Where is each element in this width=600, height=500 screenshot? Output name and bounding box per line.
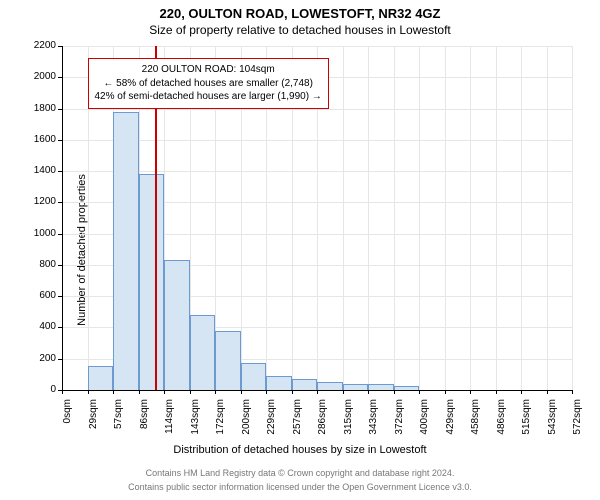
- histogram-bar: [266, 376, 292, 390]
- callout-line: ← 58% of detached houses are smaller (2,…: [95, 77, 322, 91]
- gridline-v: [445, 46, 446, 390]
- gridline-v: [470, 46, 471, 390]
- chart-container: 220, OULTON ROAD, LOWESTOFT, NR32 4GZ Si…: [0, 0, 600, 500]
- y-tick-label: 1800: [22, 103, 56, 114]
- x-tick-label: 172sqm: [215, 399, 226, 447]
- gridline-v: [368, 46, 369, 390]
- y-tick-label: 1600: [22, 134, 56, 145]
- y-axis-line: [62, 46, 63, 390]
- x-tick-label: 400sqm: [419, 399, 430, 447]
- histogram-bar: [88, 366, 114, 390]
- y-tick-label: 200: [22, 353, 56, 364]
- y-tick-label: 0: [22, 384, 56, 395]
- footer-copyright-2: Contains public sector information licen…: [0, 482, 600, 492]
- x-tick-label: 143sqm: [190, 399, 201, 447]
- y-tick-label: 600: [22, 290, 56, 301]
- x-tick-label: 315sqm: [343, 399, 354, 447]
- callout-box: 220 OULTON ROAD: 104sqm← 58% of detached…: [88, 58, 329, 109]
- x-tick-label: 343sqm: [368, 399, 379, 447]
- histogram-bar: [164, 260, 190, 390]
- x-tick-label: 572sqm: [572, 399, 583, 447]
- x-tick-label: 229sqm: [266, 399, 277, 447]
- x-tick-label: 200sqm: [241, 399, 252, 447]
- x-tick-label: 0sqm: [62, 399, 73, 447]
- gridline-v: [419, 46, 420, 390]
- gridline-v: [394, 46, 395, 390]
- histogram-bar: [139, 174, 165, 390]
- x-tick-label: 57sqm: [113, 399, 124, 447]
- x-tick-label: 114sqm: [164, 399, 175, 447]
- histogram-bar: [113, 112, 139, 390]
- x-tick-label: 372sqm: [394, 399, 405, 447]
- x-tick-label: 458sqm: [470, 399, 481, 447]
- gridline-v: [547, 46, 548, 390]
- y-tick-label: 2000: [22, 71, 56, 82]
- chart-subtitle: Size of property relative to detached ho…: [0, 21, 600, 37]
- y-tick-label: 800: [22, 259, 56, 270]
- histogram-bar: [215, 331, 241, 390]
- chart-title: 220, OULTON ROAD, LOWESTOFT, NR32 4GZ: [0, 0, 600, 21]
- gridline-v: [521, 46, 522, 390]
- x-tick-label: 429sqm: [445, 399, 456, 447]
- gridline-v: [572, 46, 573, 390]
- y-tick-label: 1400: [22, 165, 56, 176]
- histogram-bar: [317, 382, 343, 390]
- x-axis-line: [62, 390, 572, 391]
- gridline-v: [343, 46, 344, 390]
- x-tick-label: 286sqm: [317, 399, 328, 447]
- x-tick-label: 86sqm: [139, 399, 150, 447]
- callout-line: 42% of semi-detached houses are larger (…: [95, 90, 322, 104]
- x-tick-label: 486sqm: [496, 399, 507, 447]
- x-tick-label: 29sqm: [88, 399, 99, 447]
- y-tick-label: 2200: [22, 40, 56, 51]
- histogram-bar: [292, 379, 318, 390]
- gridline-v: [496, 46, 497, 390]
- histogram-bar: [190, 315, 216, 390]
- x-tick-label: 257sqm: [292, 399, 303, 447]
- histogram-bar: [241, 363, 267, 390]
- x-tick-label: 515sqm: [521, 399, 532, 447]
- y-tick-label: 1200: [22, 196, 56, 207]
- x-tick-mark: [572, 390, 573, 394]
- x-tick-label: 543sqm: [547, 399, 558, 447]
- plot-area: 220 OULTON ROAD: 104sqm← 58% of detached…: [62, 46, 572, 390]
- y-tick-label: 400: [22, 321, 56, 332]
- footer-copyright-1: Contains HM Land Registry data © Crown c…: [0, 468, 600, 478]
- callout-line: 220 OULTON ROAD: 104sqm: [95, 63, 322, 77]
- y-tick-label: 1000: [22, 228, 56, 239]
